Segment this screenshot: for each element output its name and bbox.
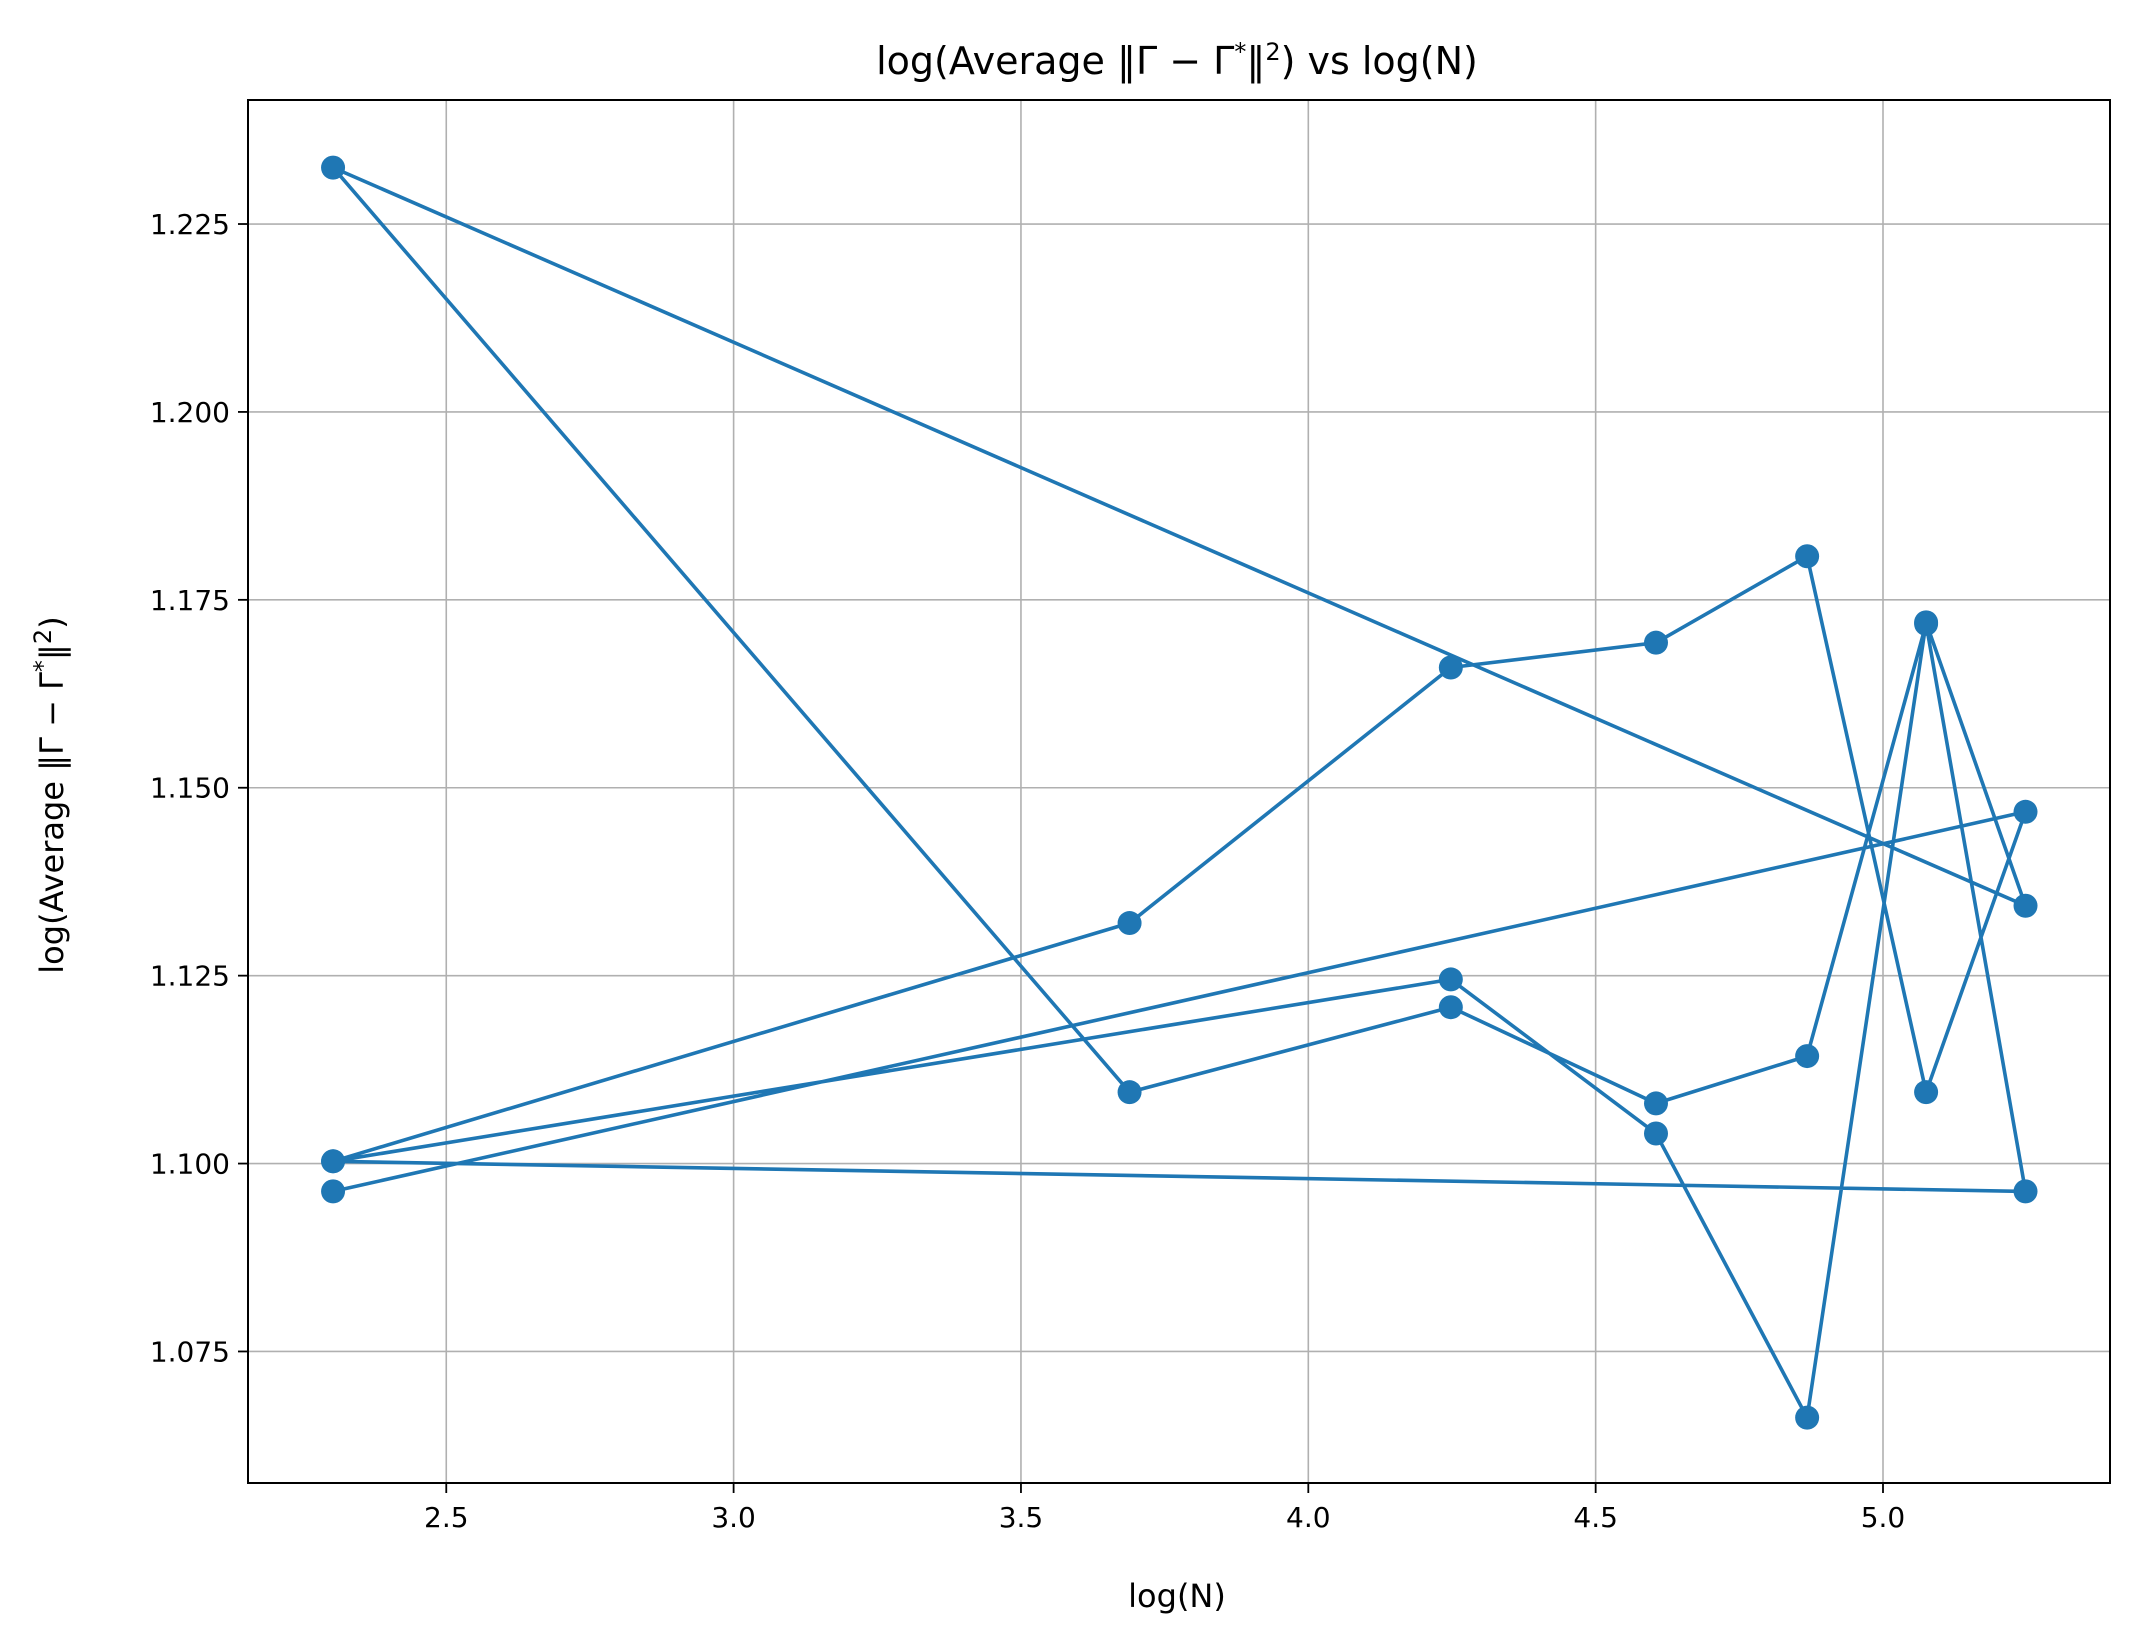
x-axis-label: log(N) [1128, 1577, 1226, 1615]
data-point [1117, 1080, 1142, 1105]
y-tick-label: 1.075 [150, 1335, 230, 1368]
data-point [1914, 1080, 1939, 1105]
data-point [2013, 893, 2038, 918]
data-point [321, 1149, 346, 1174]
data-point [1643, 1091, 1668, 1116]
x-tick-label: 4.5 [1573, 1501, 1618, 1534]
y-axis-label: log(Average ‖Γ − Γ*‖2) [29, 616, 71, 973]
x-tick-label: 2.5 [424, 1501, 469, 1534]
y-tick-label: 1.200 [150, 396, 230, 429]
x-tick-label: 3.5 [999, 1501, 1044, 1534]
data-point [2013, 1179, 2038, 1204]
data-point [1795, 1405, 1820, 1430]
y-axis-ticks: 1.075 1.100 1.125 1.150 1.175 1.200 1.225 [150, 208, 248, 1368]
data-point [1795, 1044, 1820, 1069]
data-point [1643, 1121, 1668, 1146]
grid-lines [248, 100, 2110, 1483]
data-point [321, 155, 346, 180]
data-point [2013, 799, 2038, 824]
data-point [1438, 995, 1463, 1020]
x-tick-label: 3.0 [711, 1501, 756, 1534]
x-tick-label: 4.0 [1286, 1501, 1331, 1534]
chart-title: log(Average ‖Γ − Γ*‖2) vs log(N) [876, 38, 1478, 84]
y-tick-label: 1.150 [150, 772, 230, 805]
data-point [1914, 611, 1939, 636]
data-point [1643, 630, 1668, 655]
data-point [1117, 911, 1142, 936]
series-line [331, 165, 2028, 1420]
y-tick-label: 1.100 [150, 1148, 230, 1181]
x-axis-ticks: 2.5 3.0 3.5 4.0 4.5 5.0 [424, 1483, 1905, 1534]
y-tick-label: 1.225 [150, 208, 230, 241]
data-point [1438, 967, 1463, 992]
x-tick-label: 5.0 [1861, 1501, 1906, 1534]
series-layer [321, 155, 2038, 1430]
y-tick-label: 1.125 [150, 960, 230, 993]
plot-frame [247, 99, 2111, 1484]
data-point [321, 1179, 346, 1204]
data-point [1438, 655, 1463, 680]
y-tick-label: 1.175 [150, 584, 230, 617]
data-point [1795, 544, 1820, 569]
